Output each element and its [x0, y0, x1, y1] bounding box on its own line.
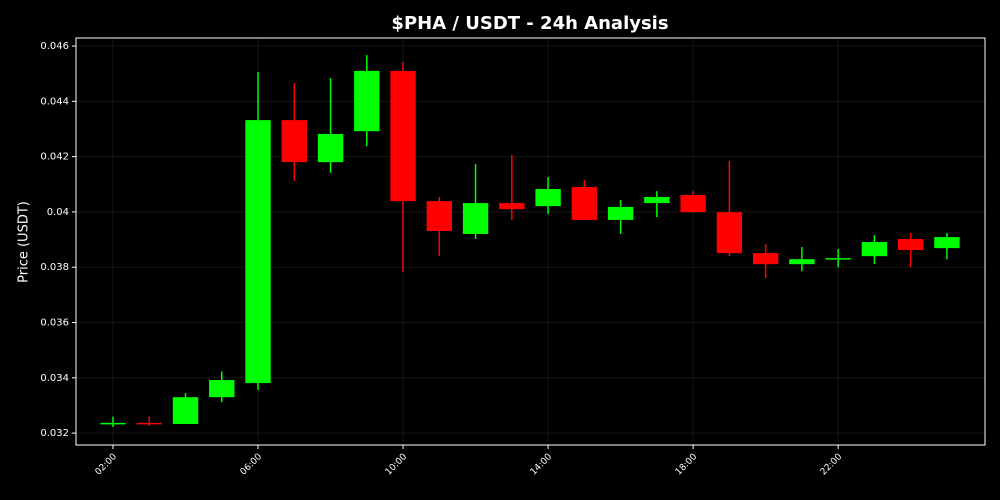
candle-body — [934, 237, 960, 249]
y-tick-label: 0.038 — [40, 262, 69, 273]
y-tick-label: 0.036 — [40, 318, 69, 329]
candle-body — [571, 187, 598, 220]
candle-body — [136, 422, 162, 425]
candle-body — [462, 203, 489, 235]
candle-body — [281, 120, 307, 163]
candle-body — [607, 206, 634, 220]
candle-body — [100, 422, 126, 425]
candle-body — [390, 70, 416, 202]
candle-body — [752, 253, 779, 265]
plot-frame — [75, 37, 986, 446]
candle-body — [354, 70, 380, 132]
candle-body — [716, 212, 743, 254]
candle-body — [172, 397, 199, 424]
candle-body — [680, 195, 706, 213]
candle-body — [825, 258, 851, 260]
y-tick-label: 0.046 — [40, 41, 69, 52]
candle-body — [317, 133, 344, 163]
y-tick-label: 0.042 — [40, 152, 69, 163]
y-tick-label: 0.032 — [40, 428, 69, 439]
candle-body — [897, 239, 924, 251]
candle-body — [789, 259, 815, 265]
candle-body — [499, 203, 525, 210]
candle-body — [245, 120, 271, 384]
y-tick-label: 0.04 — [47, 207, 69, 218]
candle-body — [209, 380, 235, 398]
candle-body — [861, 242, 888, 257]
y-tick-label: 0.034 — [40, 373, 69, 384]
candle-body — [426, 201, 453, 231]
y-axis-label: Price (USDT) — [17, 201, 32, 283]
candle-body — [644, 196, 670, 204]
candle-body — [535, 188, 561, 207]
y-tick-label: 0.044 — [40, 96, 69, 107]
chart-title: $PHA / USDT - 24h Analysis — [391, 13, 668, 34]
